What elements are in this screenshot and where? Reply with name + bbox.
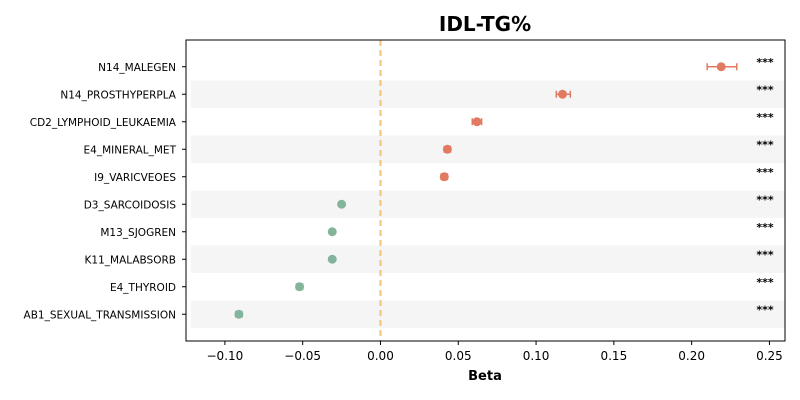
data-point [327, 254, 337, 264]
x-tick-label: −0.10 [207, 349, 244, 363]
y-tick-label: N14_MALEGEN [98, 62, 176, 74]
x-axis-label: Beta [468, 369, 502, 384]
y-tick-label: N14_PROSTHYPERPLA [60, 89, 176, 101]
data-point [472, 117, 482, 127]
significance-label: *** [756, 111, 774, 124]
x-tick-label: 0.15 [600, 349, 627, 363]
y-tick-label: AB1_SEXUAL_TRANSMISSION [24, 309, 176, 321]
row-band [191, 80, 785, 108]
significance-label: *** [756, 248, 774, 261]
data-point [295, 282, 305, 292]
data-point [442, 144, 452, 154]
x-tick-label: 0.20 [678, 349, 705, 363]
significance-labels: *** *** *** *** *** *** *** *** *** *** [756, 56, 774, 317]
data-point [337, 199, 347, 209]
row-bands [191, 80, 785, 328]
data-point [716, 62, 726, 72]
significance-label: *** [756, 276, 774, 289]
data-point [327, 227, 337, 237]
significance-label: *** [756, 166, 774, 179]
significance-label: *** [756, 193, 774, 206]
row-band [191, 190, 785, 218]
x-axis: −0.10 −0.05 0.00 0.05 0.10 0.15 0.20 0.25 [207, 341, 783, 363]
y-tick-label: K11_MALABSORB [85, 254, 176, 266]
y-tick-label: M13_SJOGREN [100, 227, 176, 239]
x-tick-label: 0.05 [445, 349, 472, 363]
data-point [558, 89, 568, 99]
significance-label: *** [756, 138, 774, 151]
row-band [191, 135, 785, 163]
x-tick-label: 0.25 [756, 349, 783, 363]
x-tick-label: −0.05 [284, 349, 321, 363]
y-tick-label: D3_SARCOIDOSIS [84, 199, 177, 211]
significance-label: *** [756, 56, 774, 69]
data-point [439, 172, 449, 182]
chart-title: IDL-TG% [439, 12, 531, 36]
row-band [191, 300, 785, 328]
data-points [234, 62, 726, 319]
x-tick-label: 0.00 [367, 349, 394, 363]
significance-label: *** [756, 221, 774, 234]
y-tick-label: E4_MINERAL_MET [84, 144, 177, 156]
row-band [191, 245, 785, 273]
plot-frame [185, 39, 786, 342]
y-tick-label: CD2_LYMPHOID_LEUKAEMIA [30, 117, 177, 129]
x-tick-label: 0.10 [523, 349, 550, 363]
y-axis-labels: N14_MALEGEN N14_PROSTHYPERPLA CD2_LYMPHOID… [24, 62, 186, 321]
significance-label: *** [756, 303, 774, 316]
y-tick-label: I9_VARICVEOES [94, 172, 176, 184]
significance-label: *** [756, 83, 774, 96]
y-tick-label: E4_THYROID [110, 282, 176, 294]
data-point [234, 309, 244, 319]
